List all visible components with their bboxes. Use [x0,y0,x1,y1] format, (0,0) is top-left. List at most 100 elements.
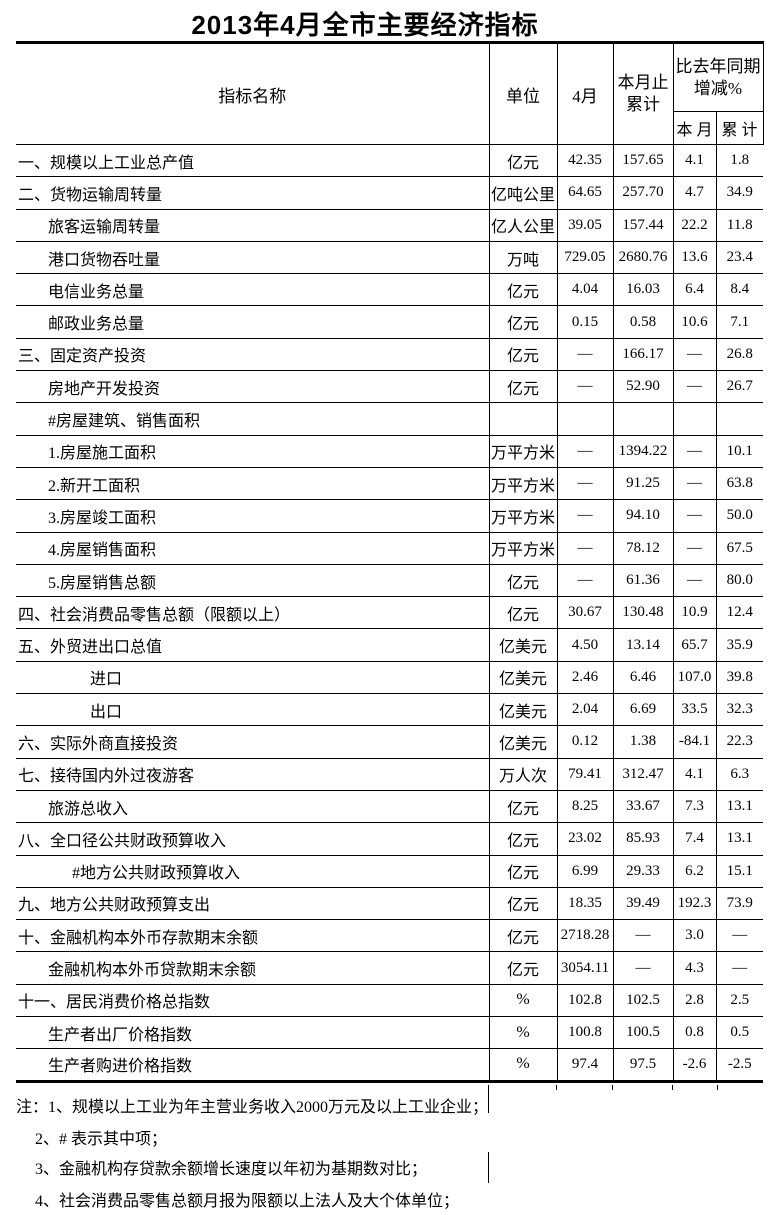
table-row: 1.房屋施工面积 万平方米 —1394.22—10.1 [16,434,763,468]
indicator-name-cell: 5.房屋销售总额 [16,563,489,597]
table-border-remnant [488,1085,489,1113]
indicator-name-cell: 三、固定资产投资 [16,337,489,371]
table-row: 三、固定资产投资 亿元 —166.17—26.8 [16,337,763,371]
indicator-name-cell: 四、社会消费品零售总额（限额以上） [16,596,489,629]
cumulative-value-cell: 157.44 [612,208,673,242]
month-value-cell: 2718.28 [556,919,613,952]
table-row: #房屋建筑、销售面积 [16,402,763,436]
yoy-growth-cell: 67.5 [715,531,763,565]
mom-growth-cell: 33.5 [672,693,716,726]
month-value-cell: 23.02 [556,822,613,856]
header-growth-vs-last-year: 比去年同期 增减% [672,41,764,112]
indicator-name-cell: #房屋建筑、销售面积 [16,402,489,436]
mom-growth-cell: 65.7 [672,628,716,662]
table-row: 生产者出厂价格指数% 100.8 100.5 0.8 0.5 [16,1016,763,1049]
cumulative-value-cell: 166.17 [612,337,673,371]
table-row: 十一、居民消费价格总指数% 102.8 102.5 2.8 2.5 [16,983,763,1017]
yoy-growth-cell: — [715,919,763,952]
mom-growth-cell: 6.4 [672,273,716,306]
mom-growth-cell: — [672,563,716,597]
cumulative-value-cell: 61.36 [612,563,673,597]
table-row: 七、接待国内外过夜游客 万人次 79.41 312.47 4.1 6.3 [16,757,763,791]
indicator-name-cell: 一、规模以上工业总产值 [16,143,489,177]
yoy-growth-cell: 10.1 [715,434,763,468]
table-row: 一、规模以上工业总产值 亿元 42.35 157.65 4.1 1.8 [16,143,763,177]
cumulative-value-cell: 16.03 [612,273,673,306]
cumulative-value-cell: 13.14 [612,628,673,662]
mom-growth-cell: 7.4 [672,822,716,856]
note-3: 3、金融机构存贷款余额增长速度以年初为基期数对比； [35,1161,428,1178]
yoy-growth-cell: 0.5 [715,1016,763,1049]
yoy-growth-cell: 32.3 [715,693,763,726]
table-row: 邮政业务总量 亿元 0.15 0.58 10.6 7.1 [16,305,763,339]
indicator-name-cell: 十一、居民消费价格总指数 [16,983,489,1017]
cumulative-value-cell: 130.48 [612,596,673,629]
yoy-growth-cell: 6.3 [715,757,763,791]
month-value-cell: 3054.11 [556,951,613,985]
cumulative-value-cell: 0.58 [612,305,673,339]
table-body: 一、规模以上工业总产值 亿元 42.35 157.65 4.1 1.8 二、货物运输周转量亿… [16,143,763,1083]
indicator-name-cell: #地方公共财政预算收入 [16,854,489,888]
yoy-growth-cell: 35.9 [715,628,763,662]
month-value-cell: 42.35 [556,143,613,177]
cumulative-value-cell: 97.5 [612,1048,673,1083]
mom-growth-cell: 4.1 [672,757,716,791]
mom-growth-cell: 13.6 [672,240,716,274]
yoy-growth-cell: 39.8 [715,660,763,694]
yoy-growth-cell: 34.9 [715,176,763,210]
yoy-growth-cell: 50.0 [715,499,763,533]
indicator-name-cell: 2.新开工面积 [16,466,489,500]
mom-growth-cell: — [672,499,716,533]
indicator-name-cell: 1.房屋施工面积 [16,434,489,468]
table-row: 八、全口径公共财政预算收入 亿元 23.02 85.93 7.4 13.1 [16,822,763,856]
mom-growth-cell: 4.1 [672,143,716,177]
yoy-growth-cell: 80.0 [715,563,763,597]
table-row: 四、社会消费品零售总额（限额以上） 亿元 30.67 130.48 10.9 12.4 [16,596,763,629]
cumulative-value-cell: 6.46 [612,660,673,694]
mom-growth-cell: 10.9 [672,596,716,629]
month-value-cell: 2.46 [556,660,613,694]
cumulative-value-cell: 2680.76 [612,240,673,274]
mom-growth-cell: -84.1 [672,725,716,759]
month-value-cell: — [556,337,613,371]
indicator-name-cell: 五、外贸进出口总值 [16,628,489,662]
unit-cell: 亿元 [488,886,557,920]
unit-cell: 万平方米 [488,466,557,500]
mom-growth-cell: 4.3 [672,951,716,985]
mom-growth-cell: 3.0 [672,919,716,952]
yoy-growth-cell: 26.7 [715,370,763,403]
unit-cell: 万平方米 [488,434,557,468]
unit-cell [488,402,557,436]
unit-cell: 亿元 [488,822,557,856]
unit-cell: 亿元 [488,370,557,403]
unit-cell: 亿美元 [488,725,557,759]
unit-cell: 亿元 [488,143,557,177]
yoy-growth-cell: 13.1 [715,822,763,856]
unit-cell: 万平方米 [488,499,557,533]
indicator-name-cell: 十、金融机构本外币存款期末余额 [16,919,489,952]
month-value-cell: 2.04 [556,693,613,726]
month-value-cell: 729.05 [556,240,613,274]
month-value-cell: — [556,434,613,468]
unit-cell: 亿元 [488,596,557,629]
table-row: 电信业务总量 亿元 4.04 16.03 6.4 8.4 [16,273,763,306]
yoy-growth-cell: 13.1 [715,789,763,823]
cumulative-value-cell: — [612,919,673,952]
header-month: 4月 [556,41,613,145]
cumulative-value-cell: — [612,951,673,985]
yoy-growth-cell: -2.5 [715,1048,763,1083]
month-value-cell: 0.15 [556,305,613,339]
unit-cell: 万吨 [488,240,557,274]
cumulative-value-cell: 1394.22 [612,434,673,468]
mom-growth-cell: 0.8 [672,1016,716,1049]
cumulative-value-cell [612,402,673,436]
unit-cell: 万平方米 [488,531,557,565]
indicator-name-cell: 进口 [16,660,489,694]
cumulative-value-cell: 1.38 [612,725,673,759]
indicator-name-cell: 六、实际外商直接投资 [16,725,489,759]
month-value-cell: 18.35 [556,886,613,920]
indicator-name-cell: 3.房屋竣工面积 [16,499,489,533]
table-row: 十、金融机构本外币存款期末余额 亿元 2718.28—3.0— [16,919,763,952]
month-value-cell: 8.25 [556,789,613,823]
header-cumulative: 本月止 累计 [612,41,673,145]
